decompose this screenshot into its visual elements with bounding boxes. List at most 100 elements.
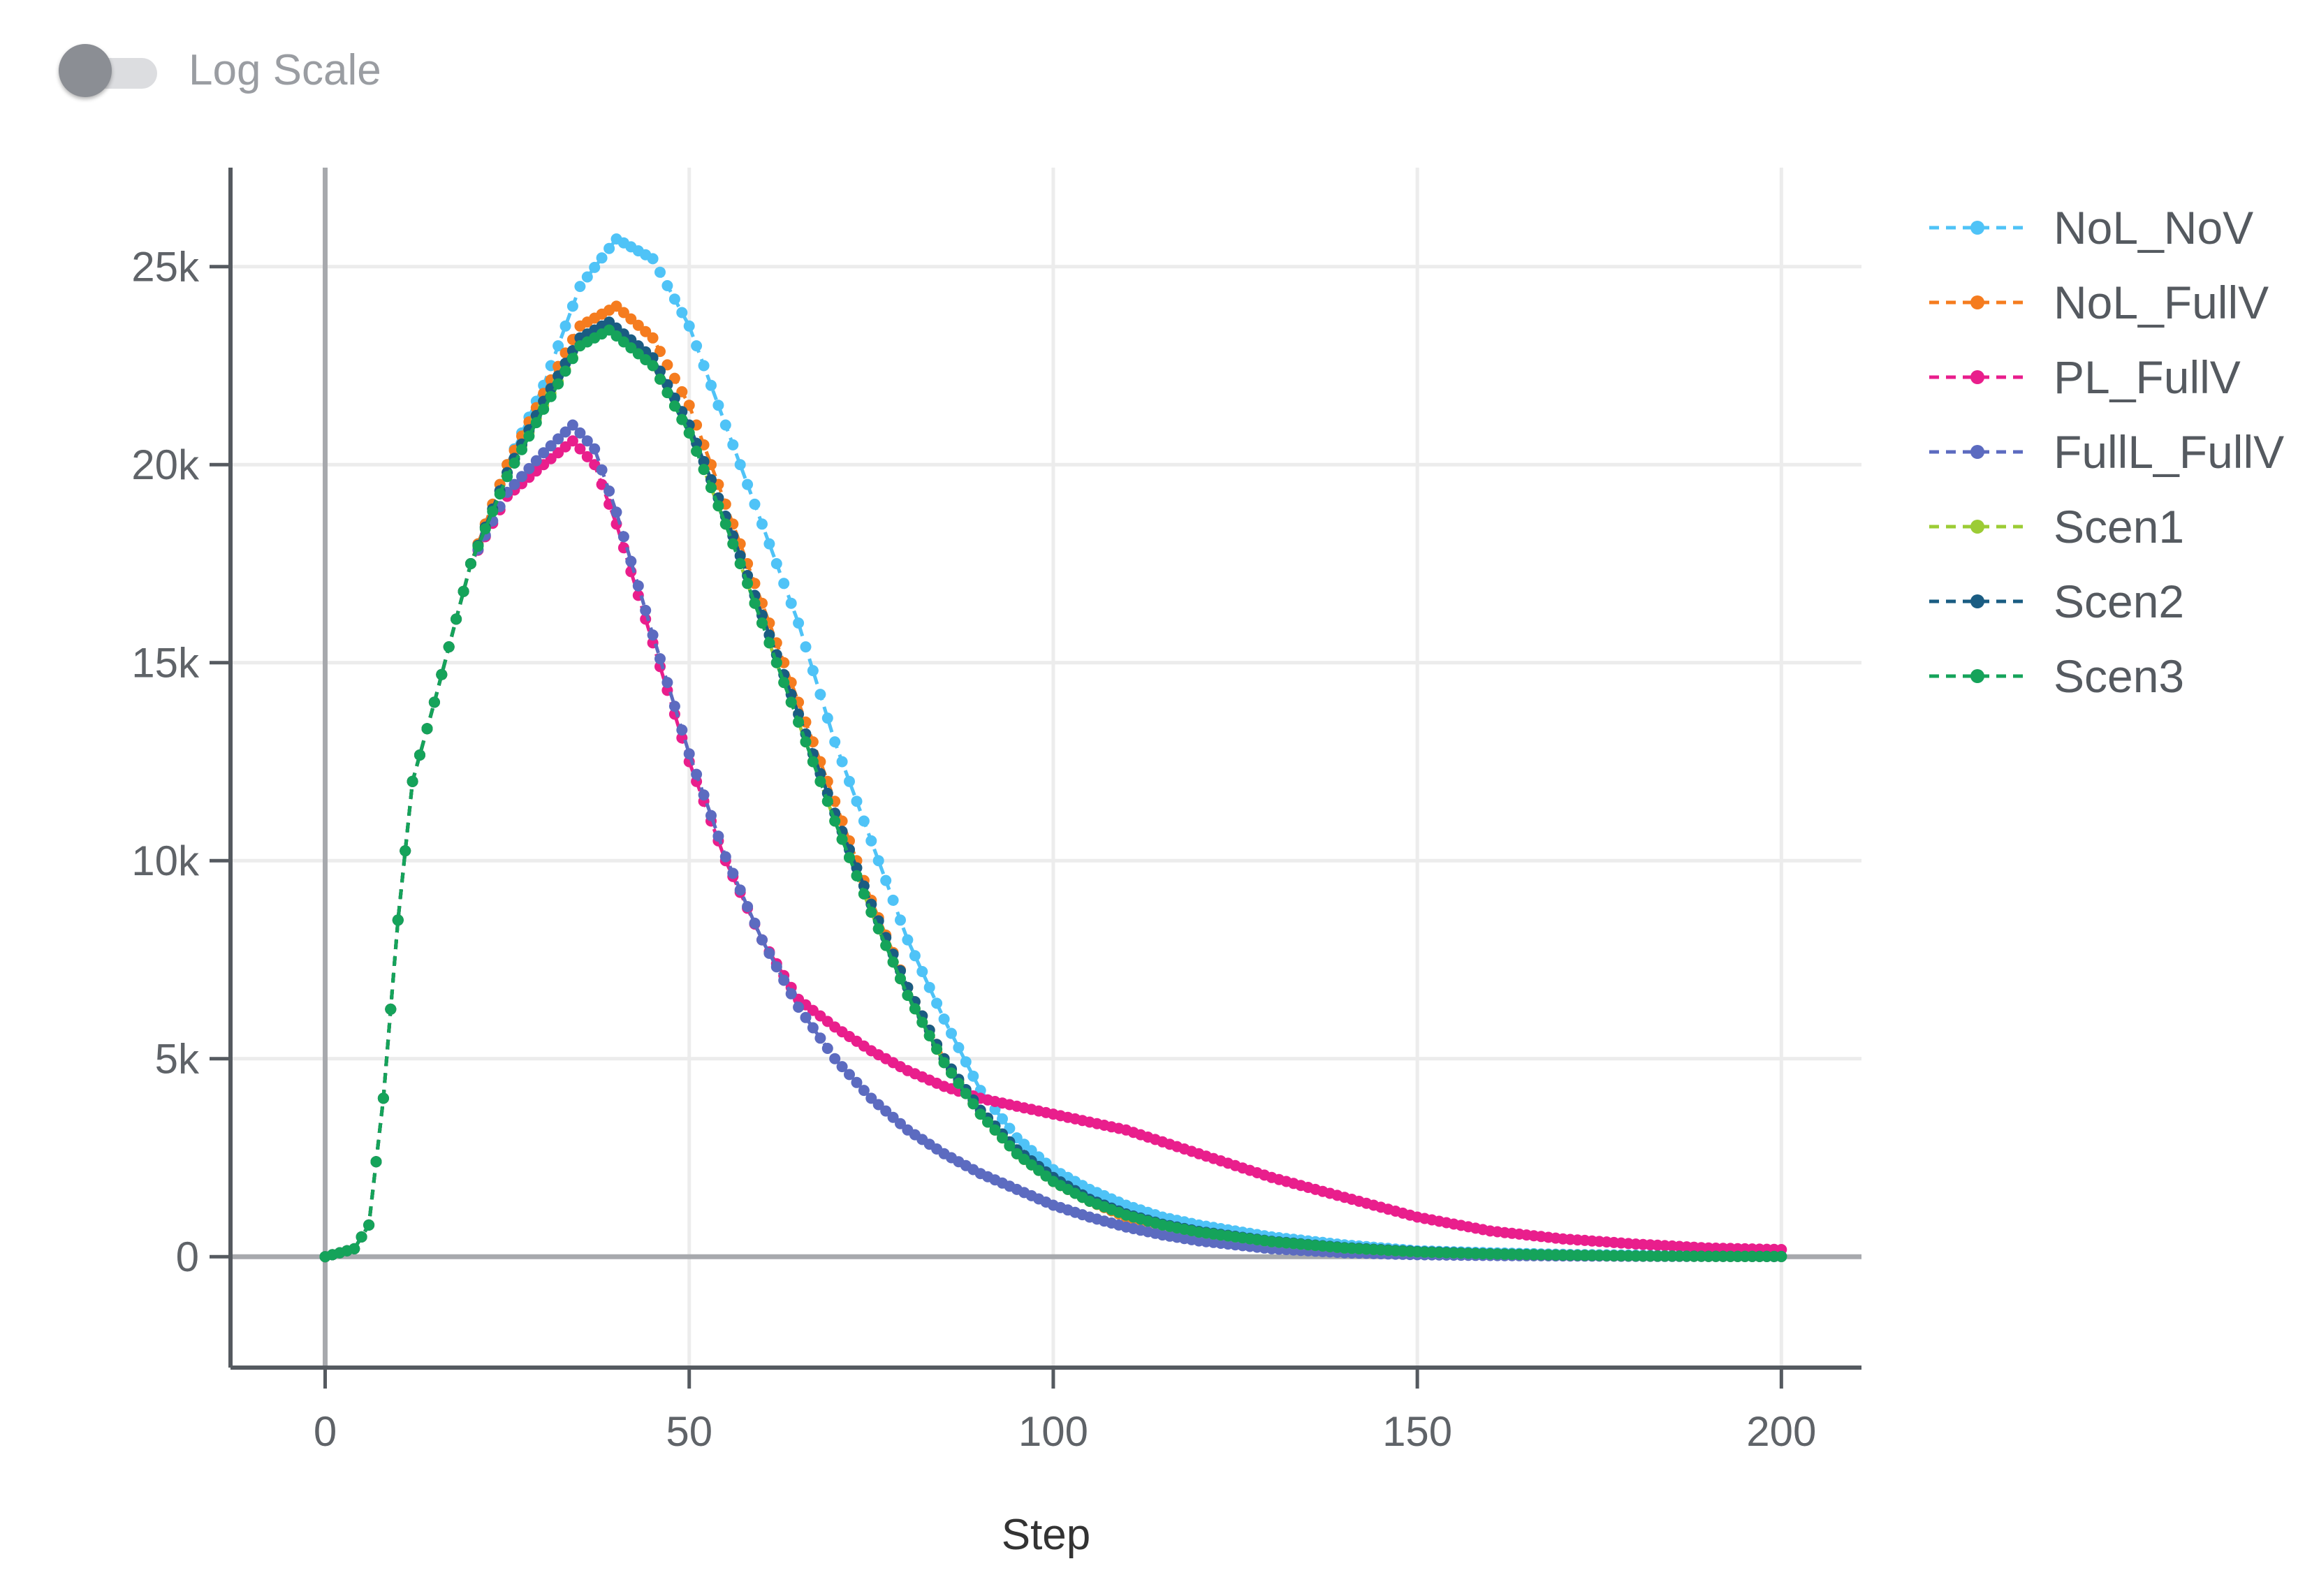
- data-point: [814, 775, 826, 787]
- data-point: [610, 300, 622, 312]
- data-point: [523, 462, 535, 474]
- data-point: [654, 346, 666, 358]
- data-point: [661, 677, 673, 689]
- legend-swatch-marker: [1970, 221, 1984, 235]
- data-point: [661, 359, 673, 371]
- data-point: [800, 736, 812, 748]
- data-point: [705, 379, 717, 391]
- data-point: [749, 917, 761, 929]
- data-point: [719, 419, 731, 431]
- legend-item-scen1: Scen1: [1929, 501, 2184, 552]
- data-point: [647, 360, 659, 372]
- data-point: [407, 775, 418, 787]
- data-point: [479, 523, 491, 535]
- data-point: [727, 538, 739, 550]
- data-point: [763, 538, 775, 550]
- data-point: [793, 1002, 805, 1013]
- data-point: [895, 973, 906, 985]
- data-point: [414, 749, 425, 761]
- legend-swatch-marker: [1970, 445, 1984, 459]
- legend-label: PL_FullV: [2054, 351, 2241, 403]
- data-point: [821, 796, 833, 807]
- data-point: [566, 435, 578, 447]
- legend-label: NoL_NoV: [2054, 202, 2253, 254]
- data-point: [712, 830, 724, 842]
- data-point: [603, 485, 615, 497]
- data-point: [902, 990, 914, 1001]
- data-point: [538, 447, 550, 459]
- data-point: [698, 455, 710, 467]
- data-point: [487, 506, 499, 518]
- data-point: [581, 451, 593, 462]
- data-point: [1776, 1251, 1787, 1262]
- y-tick-label: 5k: [155, 1036, 200, 1083]
- data-point: [683, 400, 695, 411]
- data-point: [349, 1243, 360, 1254]
- data-point: [756, 518, 768, 530]
- data-point: [785, 696, 797, 708]
- legend-label: Scen3: [2054, 650, 2184, 702]
- data-point: [559, 426, 571, 438]
- data-point: [683, 427, 695, 439]
- data-point: [734, 558, 746, 569]
- data-point: [844, 775, 855, 787]
- data-point: [727, 439, 739, 451]
- data-point: [377, 1092, 389, 1104]
- x-tick-label: 150: [1382, 1408, 1452, 1455]
- data-point: [625, 555, 637, 567]
- data-point: [589, 443, 601, 455]
- data-point: [392, 914, 404, 926]
- data-point: [400, 845, 411, 857]
- data-point: [559, 365, 571, 377]
- gridlines: [231, 168, 1861, 1368]
- data-point: [770, 558, 782, 569]
- data-point: [640, 325, 652, 337]
- data-point: [946, 1027, 957, 1039]
- data-point: [778, 974, 790, 986]
- data-point: [654, 653, 666, 665]
- data-point: [632, 580, 644, 592]
- legend-item-nol_nov: NoL_NoV: [1929, 202, 2253, 254]
- data-point: [742, 478, 754, 490]
- data-point: [458, 585, 469, 597]
- data-point: [785, 597, 797, 609]
- data-point: [872, 923, 884, 935]
- data-point: [705, 482, 717, 494]
- data-point: [698, 464, 710, 476]
- toggle-knob[interactable]: [59, 44, 112, 97]
- data-point: [436, 668, 448, 680]
- data-point: [851, 870, 863, 881]
- data-point: [705, 810, 717, 821]
- y-tick-label: 0: [176, 1233, 199, 1280]
- data-point: [829, 1053, 841, 1064]
- data-point: [923, 981, 935, 993]
- data-point: [509, 457, 520, 469]
- data-point: [668, 701, 680, 712]
- data-point: [574, 281, 586, 293]
- data-point: [967, 1070, 979, 1082]
- data-point: [946, 1067, 957, 1079]
- data-point: [509, 478, 520, 490]
- y-tick-label: 10k: [131, 837, 200, 884]
- data-point: [778, 578, 790, 590]
- data-point: [982, 1116, 994, 1128]
- data-point: [698, 789, 710, 801]
- data-point: [858, 1085, 870, 1097]
- data-point: [516, 444, 527, 455]
- data-point: [895, 1118, 906, 1129]
- log-scale-toggle[interactable]: [56, 38, 161, 101]
- data-point: [691, 446, 703, 457]
- data-point: [727, 867, 739, 879]
- data-point: [742, 901, 754, 912]
- data-point: [668, 372, 680, 384]
- axes: [210, 168, 1861, 1389]
- data-point: [691, 340, 703, 352]
- legend-label: FullL_FullV: [2054, 426, 2284, 478]
- data-point: [640, 604, 652, 616]
- data-point: [931, 997, 943, 1009]
- legend-label: Scen2: [2054, 576, 2184, 627]
- data-point: [545, 440, 557, 452]
- data-point: [836, 833, 848, 845]
- data-point: [581, 271, 593, 283]
